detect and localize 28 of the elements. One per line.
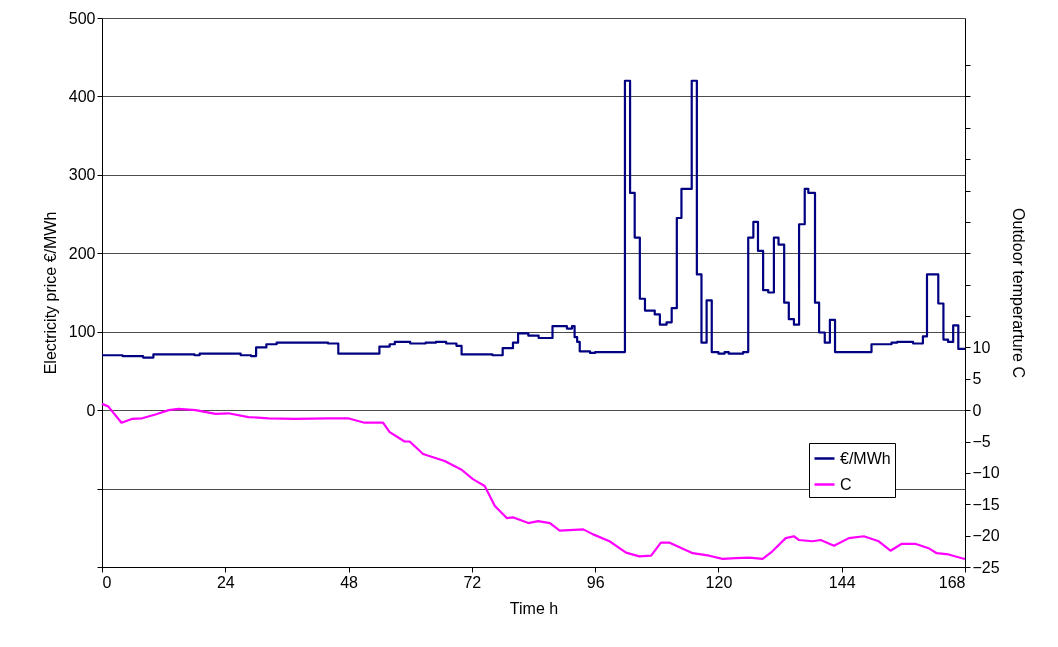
y-tick-label: 400 bbox=[68, 87, 96, 105]
x-tick-label: 120 bbox=[705, 573, 733, 591]
y2-tick-label: 10 bbox=[972, 338, 991, 356]
legend-label: €/MWh bbox=[840, 449, 891, 467]
x-tick-label: 168 bbox=[938, 573, 966, 591]
y2-tick-label: −10 bbox=[972, 464, 1000, 482]
x-tick-label: 48 bbox=[340, 573, 359, 591]
y-axis-title: Electricity price €/MWh bbox=[41, 211, 59, 375]
legend-label: C bbox=[840, 475, 852, 493]
y2-tick-label: 0 bbox=[972, 401, 982, 419]
x-tick-label: 0 bbox=[102, 573, 112, 591]
y-tick-label: 200 bbox=[68, 244, 96, 262]
y-tick-label: 100 bbox=[68, 323, 96, 341]
y2-tick-label: 5 bbox=[972, 370, 982, 388]
x-tick-label: 96 bbox=[586, 573, 605, 591]
x-tick-label: 144 bbox=[828, 573, 856, 591]
line-series bbox=[100, 402, 967, 560]
y-tick-label: 300 bbox=[68, 166, 96, 184]
x-axis-title: Time h bbox=[509, 599, 559, 617]
y-tick-label: 0 bbox=[86, 401, 96, 419]
x-tick-label: 72 bbox=[463, 573, 482, 591]
y2-tick-label: −15 bbox=[972, 495, 1000, 513]
y2-tick-label: −20 bbox=[972, 527, 1000, 545]
y2-tick-label: −25 bbox=[972, 558, 1000, 576]
y-tick-label: 500 bbox=[68, 9, 96, 27]
x-tick-label: 24 bbox=[216, 573, 235, 591]
y2-tick-label: −5 bbox=[972, 433, 991, 451]
y2-axis-title: Outdoor temperarture C bbox=[1009, 208, 1027, 378]
